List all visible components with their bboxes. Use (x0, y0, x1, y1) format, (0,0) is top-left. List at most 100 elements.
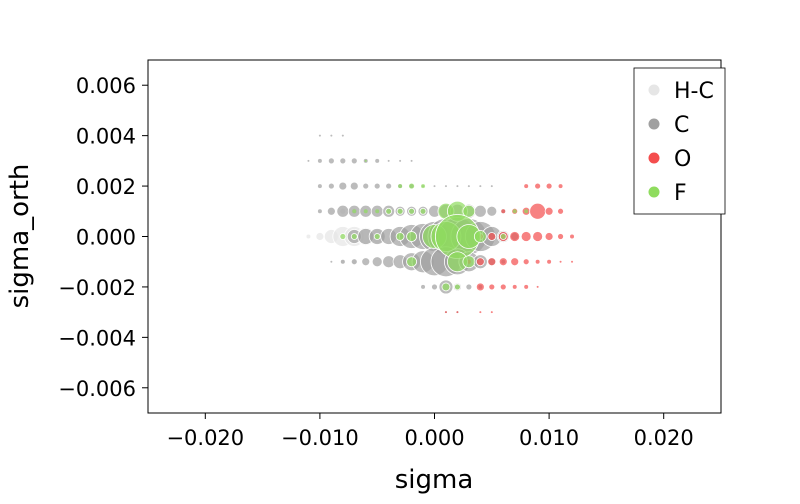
marker-o (498, 257, 508, 267)
marker-c (350, 157, 358, 165)
marker-o (547, 259, 552, 264)
legend-marker-h-c (648, 84, 660, 96)
marker-o (524, 284, 529, 289)
legend-marker-f (648, 186, 660, 198)
marker-o (544, 206, 554, 216)
marker-c (317, 158, 322, 163)
marker-o (488, 283, 496, 291)
marker-f (473, 230, 487, 243)
marker-o (524, 184, 529, 189)
marker-c (350, 258, 358, 266)
marker-c (336, 204, 350, 218)
marker-o (487, 232, 497, 241)
marker-o (557, 233, 564, 240)
marker-o (475, 257, 485, 267)
y-tick-label: 0.004 (76, 125, 136, 149)
marker-c (327, 157, 335, 165)
marker-c (327, 182, 335, 190)
marker-o (559, 260, 562, 263)
marker-o (534, 182, 542, 190)
marker-f (462, 255, 476, 269)
marker-o (499, 283, 507, 291)
y-tick-label: −0.006 (58, 377, 136, 401)
marker-f (408, 182, 415, 190)
legend-label: H-C (674, 79, 714, 104)
x-tick-label: 0.010 (519, 426, 579, 450)
marker-f (406, 256, 417, 268)
marker-o (475, 282, 485, 292)
marker-f (396, 207, 404, 215)
marker-c (433, 185, 436, 188)
marker-c (387, 159, 390, 162)
marker-o (532, 231, 544, 242)
marker-c (490, 185, 493, 188)
legend-label: F (674, 181, 687, 206)
marker-f (364, 159, 367, 162)
marker-f (512, 209, 517, 214)
marker-c (349, 181, 359, 191)
y-tick-label: 0.000 (76, 226, 136, 250)
marker-c (444, 185, 447, 188)
marker-o (501, 209, 506, 214)
y-tick-label: 0.002 (76, 175, 136, 199)
legend: H-C COF (633, 67, 726, 215)
x-axis-label: sigma (395, 465, 474, 495)
legend-marker-o (648, 152, 660, 164)
marker-c (399, 159, 402, 162)
y-tick-label: −0.002 (58, 276, 136, 300)
x-tick-label: 0.020 (634, 426, 694, 450)
marker-f (385, 207, 393, 215)
marker-f (350, 233, 358, 240)
marker-o (490, 311, 493, 314)
marker-o (544, 232, 554, 241)
legend-label: C (674, 113, 689, 138)
y-tick-label: −0.004 (58, 326, 136, 350)
marker-o (535, 259, 540, 264)
marker-c (467, 185, 470, 188)
markers-layer (306, 134, 575, 314)
marker-o (529, 202, 547, 220)
marker-o (522, 258, 530, 266)
marker-o (512, 284, 517, 289)
marker-o (479, 311, 482, 314)
x-axis: −0.020 −0.010 0.000 0.010 0.020 (166, 413, 694, 450)
x-tick-label: −0.020 (166, 426, 244, 450)
legend-marker-c (648, 118, 660, 130)
marker-f (524, 209, 529, 214)
marker-f (373, 233, 381, 240)
marker-c (330, 134, 333, 137)
marker-o (557, 207, 564, 215)
marker-o (570, 234, 575, 239)
marker-c (375, 158, 380, 163)
marker-f (419, 207, 427, 215)
marker-c (339, 157, 347, 165)
marker-c (479, 185, 482, 188)
marker-c (341, 134, 344, 137)
marker-c (410, 159, 413, 162)
marker-c (385, 182, 393, 190)
marker-c (317, 184, 322, 189)
marker-c (362, 182, 370, 190)
marker-f (363, 209, 368, 214)
marker-f (339, 233, 347, 240)
marker-f (406, 231, 417, 242)
marker-f (395, 232, 405, 241)
marker-c (317, 209, 322, 214)
marker-c (456, 185, 459, 188)
marker-c (330, 260, 333, 263)
marker-c (421, 284, 426, 289)
marker-o (536, 285, 539, 288)
marker-h-c (315, 232, 325, 241)
marker-o (510, 257, 520, 267)
marker-o (444, 311, 447, 314)
marker-c (431, 283, 438, 291)
marker-o (487, 257, 497, 267)
marker-c (373, 182, 381, 190)
y-tick-label: 0.006 (76, 74, 136, 98)
marker-o (571, 260, 574, 263)
marker-o (558, 184, 563, 189)
x-tick-label: −0.010 (281, 426, 359, 450)
y-axis-label: sigma_orth (5, 164, 35, 309)
marker-c (338, 181, 348, 191)
